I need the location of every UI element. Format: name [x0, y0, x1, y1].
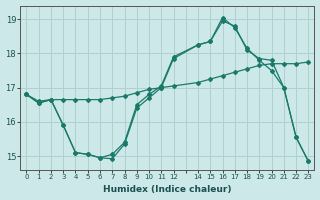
X-axis label: Humidex (Indice chaleur): Humidex (Indice chaleur) — [103, 185, 232, 194]
